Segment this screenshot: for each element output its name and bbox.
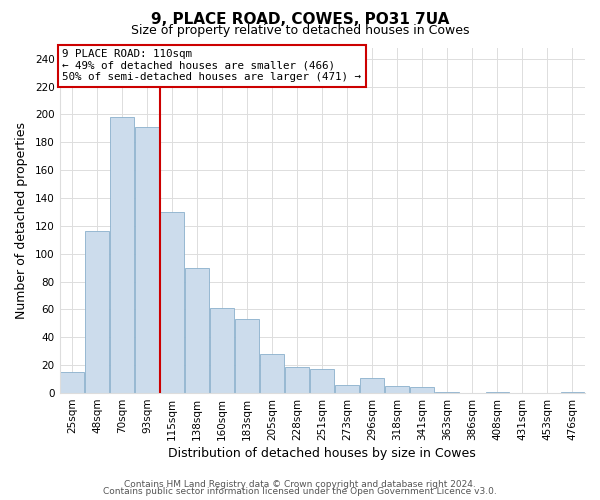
Bar bbox=[485, 392, 509, 393]
Bar bbox=[135, 127, 159, 393]
Bar bbox=[160, 212, 184, 393]
Text: Contains HM Land Registry data © Crown copyright and database right 2024.: Contains HM Land Registry data © Crown c… bbox=[124, 480, 476, 489]
Bar bbox=[185, 268, 209, 393]
Bar bbox=[235, 319, 259, 393]
Bar bbox=[560, 392, 584, 393]
Y-axis label: Number of detached properties: Number of detached properties bbox=[15, 122, 28, 319]
Bar bbox=[385, 386, 409, 393]
Bar bbox=[85, 232, 109, 393]
Text: Size of property relative to detached houses in Cowes: Size of property relative to detached ho… bbox=[131, 24, 469, 37]
Bar bbox=[60, 372, 84, 393]
Bar bbox=[335, 384, 359, 393]
Bar bbox=[361, 378, 384, 393]
Text: 9, PLACE ROAD, COWES, PO31 7UA: 9, PLACE ROAD, COWES, PO31 7UA bbox=[151, 12, 449, 28]
Bar bbox=[310, 370, 334, 393]
Text: 9 PLACE ROAD: 110sqm
← 49% of detached houses are smaller (466)
50% of semi-deta: 9 PLACE ROAD: 110sqm ← 49% of detached h… bbox=[62, 49, 361, 82]
X-axis label: Distribution of detached houses by size in Cowes: Distribution of detached houses by size … bbox=[169, 447, 476, 460]
Bar bbox=[410, 388, 434, 393]
Bar bbox=[436, 392, 459, 393]
Bar bbox=[110, 117, 134, 393]
Text: Contains public sector information licensed under the Open Government Licence v3: Contains public sector information licen… bbox=[103, 487, 497, 496]
Bar bbox=[211, 308, 234, 393]
Bar bbox=[260, 354, 284, 393]
Bar bbox=[286, 366, 309, 393]
